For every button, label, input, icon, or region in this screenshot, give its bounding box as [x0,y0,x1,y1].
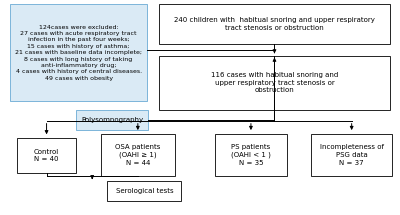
FancyBboxPatch shape [17,138,76,173]
FancyBboxPatch shape [76,110,148,130]
FancyBboxPatch shape [101,134,175,176]
Text: 240 children with  habitual snoring and upper respiratory
tract stenosis or obst: 240 children with habitual snoring and u… [174,17,375,31]
Text: 116 cases with habitual snoring and
upper respiratory tract stenosis or
obstruct: 116 cases with habitual snoring and uppe… [211,72,338,94]
Text: PS patients
(OAHI < 1 )
N = 35: PS patients (OAHI < 1 ) N = 35 [231,144,271,166]
Text: OSA patients
(OAHI ≥ 1)
N = 44: OSA patients (OAHI ≥ 1) N = 44 [115,144,160,166]
Text: 124cases were excluded:
27 cases with acute respiratory tract
infection in the p: 124cases were excluded: 27 cases with ac… [15,25,142,81]
FancyBboxPatch shape [10,4,147,101]
Text: Incompleteness of
PSG data
N = 37: Incompleteness of PSG data N = 37 [320,144,384,166]
FancyBboxPatch shape [215,134,287,176]
FancyBboxPatch shape [107,181,182,201]
Text: Control
N = 40: Control N = 40 [34,149,59,162]
FancyBboxPatch shape [311,134,392,176]
FancyBboxPatch shape [159,4,390,44]
Text: Polysomnography: Polysomnography [81,117,143,123]
Text: Serological tests: Serological tests [116,188,173,194]
FancyBboxPatch shape [159,56,390,110]
